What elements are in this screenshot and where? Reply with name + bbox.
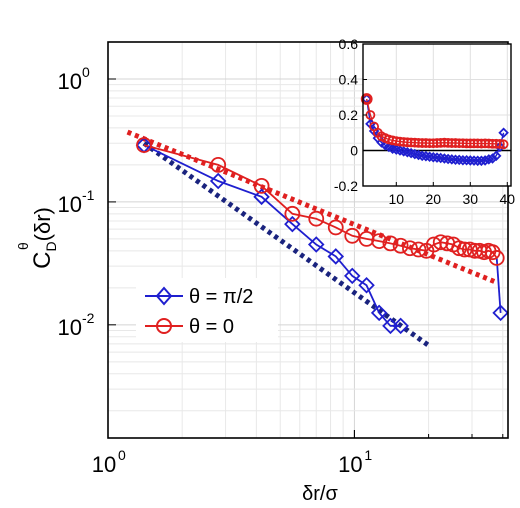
data-point-1 — [210, 157, 227, 173]
x-tick-exponent: 1 — [364, 447, 372, 463]
inset-point-0 — [472, 155, 483, 167]
legend: θ = π/2 θ = 0 — [136, 278, 278, 342]
data-point-1 — [371, 233, 388, 249]
data-point-1 — [410, 241, 427, 258]
data-point-0 — [358, 276, 375, 294]
main-series — [135, 136, 509, 335]
inset-point-0 — [428, 151, 439, 163]
inset-x-ticks: 10 20 30 40 — [389, 182, 516, 207]
inset-x-tick-label: 20 — [426, 191, 442, 207]
legend-diamond-marker — [155, 286, 173, 306]
inset-point-0 — [457, 154, 469, 166]
inset-y-tick-label: -0.2 — [334, 178, 358, 194]
inset-y-ticks: -0.2 0 0.2 0.4 0.6 — [334, 36, 367, 194]
data-point-1 — [344, 227, 361, 244]
inset-point-1 — [494, 139, 505, 149]
inset-y-tick-label: 0.6 — [339, 36, 359, 52]
inset-point-0 — [461, 154, 472, 166]
inset-series — [360, 93, 509, 167]
y-axis-label: CD(δr) θ — [15, 207, 59, 269]
inset-x-tick-label: 40 — [500, 191, 516, 207]
legend-label-zero: θ = 0 — [189, 316, 234, 338]
y-axis-label-sup: θ — [15, 242, 31, 250]
inset-y-tick-label: 0 — [350, 143, 358, 159]
svg-text:CD(δr): CD(δr) — [29, 207, 59, 269]
data-point-1 — [402, 240, 418, 257]
data-point-1 — [456, 241, 473, 258]
inset-point-0 — [479, 155, 491, 166]
y-axis-label-tail: (δr) — [30, 207, 55, 241]
data-point-0 — [343, 267, 361, 285]
data-point-1 — [432, 234, 449, 251]
x-tick-label: 10 — [92, 452, 116, 477]
data-point-0 — [284, 215, 301, 233]
fit-line-0 — [142, 141, 431, 348]
inset-point-0 — [453, 154, 465, 166]
inset-point-0 — [468, 155, 480, 166]
inset-point-0 — [431, 152, 443, 163]
inset-point-0 — [416, 150, 428, 162]
data-point-1 — [284, 205, 301, 222]
inset-x-tick-label: 30 — [463, 191, 479, 207]
data-point-1 — [392, 237, 409, 254]
data-point-1 — [382, 235, 399, 252]
inset-y-tick-label: 0.2 — [339, 107, 359, 123]
inset-point-1 — [498, 139, 509, 150]
inset-point-0 — [498, 127, 509, 139]
data-point-0 — [209, 172, 227, 190]
inset-point-0 — [450, 154, 461, 166]
y-axis-label-main: C — [29, 252, 56, 269]
series-tail-line — [495, 257, 502, 313]
inset-point-0 — [465, 155, 476, 166]
y-tick-label: 10 — [58, 69, 82, 94]
legend-label-pi-half: θ = π/2 — [189, 286, 253, 308]
inset-point-0 — [490, 150, 502, 162]
data-point-1 — [308, 210, 325, 227]
inset-point-0 — [494, 141, 506, 153]
y-tick-exponent: -2 — [82, 310, 95, 326]
data-point-1 — [327, 219, 344, 236]
data-point-tail — [492, 304, 509, 322]
y-tick-exponent: 0 — [82, 64, 90, 80]
y-tick-label: 10 — [58, 192, 82, 217]
data-point-0 — [253, 188, 270, 206]
legend-circle-marker — [156, 318, 172, 334]
x-tick-label: 10 — [338, 452, 362, 477]
data-point-0 — [392, 317, 409, 335]
inset-point-0 — [483, 154, 495, 165]
legend-item-zero: θ = 0 — [145, 316, 234, 338]
inset-point-0 — [446, 154, 458, 165]
x-tick-exponent: 0 — [118, 447, 126, 463]
data-point-1 — [488, 250, 505, 266]
data-point-1 — [253, 177, 270, 194]
legend-item-pi-half: θ = π/2 — [145, 286, 253, 308]
data-point-0 — [370, 304, 388, 322]
y-tick-exponent: -1 — [82, 187, 95, 203]
data-point-0 — [307, 236, 325, 253]
y-axis-label-sub: D — [43, 241, 59, 251]
data-point-0 — [327, 248, 345, 265]
x-axis-label: δr/σ — [302, 483, 338, 505]
data-point-1 — [358, 231, 375, 247]
data-point-1 — [136, 137, 152, 153]
data-point-1 — [451, 240, 468, 257]
inset-x-tick-label: 10 — [389, 191, 405, 207]
main-x-ticks: 10 0 10 1 — [92, 430, 372, 477]
inset-y-tick-label: 0.4 — [339, 72, 359, 88]
inset-plot-area: 10 20 30 40 -0.2 0 0.2 0.4 0.6 — [334, 36, 515, 207]
inset-point-0 — [442, 153, 454, 165]
y-tick-label: 10 — [58, 315, 82, 340]
inset-first-point — [360, 93, 373, 105]
inset-point-0 — [487, 153, 498, 164]
